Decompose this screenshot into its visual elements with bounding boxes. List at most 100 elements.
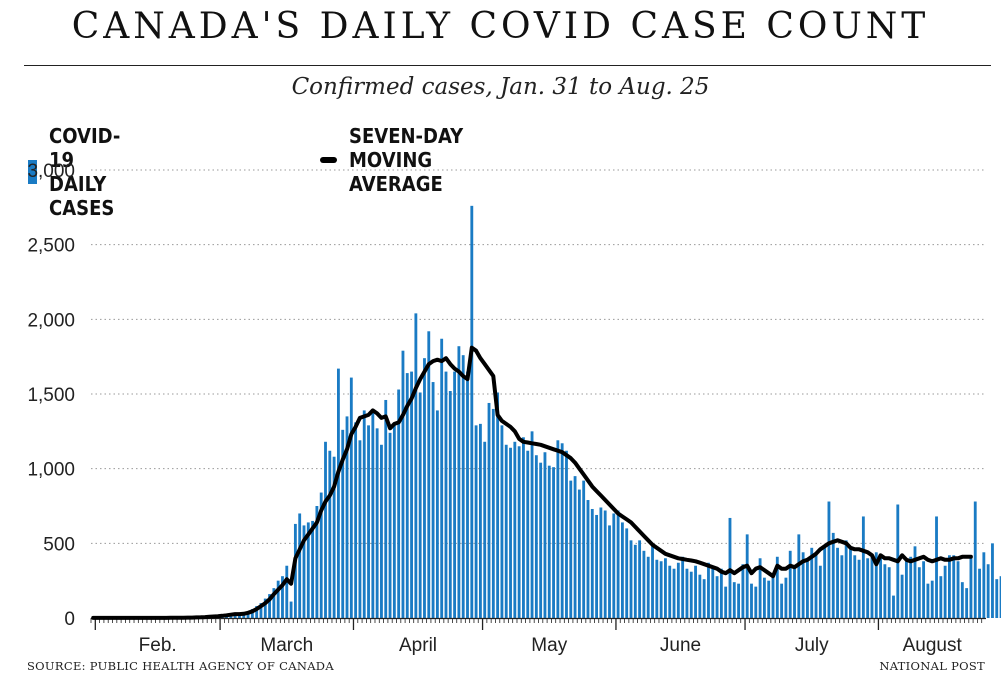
bar	[948, 555, 951, 618]
bar	[513, 441, 517, 618]
bar	[715, 576, 719, 618]
bar	[466, 371, 469, 618]
bar	[694, 565, 697, 618]
bar	[995, 579, 999, 618]
bar	[620, 522, 624, 618]
bar	[414, 313, 418, 618]
bar	[745, 534, 749, 618]
bar	[818, 565, 822, 618]
bar	[659, 561, 663, 618]
bar	[672, 568, 676, 618]
bar	[991, 543, 994, 618]
bar	[879, 556, 882, 618]
bar	[762, 577, 766, 618]
bar	[642, 550, 646, 618]
bar	[943, 565, 947, 618]
bar	[461, 355, 465, 618]
bar	[874, 552, 878, 618]
bar	[702, 579, 706, 618]
bar	[565, 450, 568, 618]
bar	[255, 606, 259, 618]
bar	[362, 410, 366, 618]
bar	[629, 540, 633, 618]
chart-subtitle: Confirmed cases, Jan. 31 to Aug. 25	[291, 74, 710, 100]
bar	[345, 416, 349, 618]
y-tick-label: 1,000	[27, 460, 75, 481]
bar	[935, 516, 938, 618]
bar	[453, 371, 457, 618]
y-tick-label: 2,500	[27, 236, 75, 257]
bar	[470, 205, 474, 618]
bar	[913, 546, 917, 618]
y-tick-label: 500	[43, 534, 75, 555]
bar	[259, 603, 263, 618]
bar	[427, 331, 431, 618]
bar	[926, 583, 930, 618]
bar	[440, 338, 444, 618]
bar	[676, 562, 680, 618]
bar	[487, 402, 491, 618]
bar	[784, 577, 788, 618]
bar	[483, 441, 487, 618]
bar	[780, 583, 784, 618]
bar	[569, 480, 573, 618]
bar	[793, 568, 796, 618]
bar	[754, 586, 758, 618]
bar	[517, 446, 521, 618]
bar	[504, 444, 508, 618]
bar	[547, 465, 551, 618]
bar	[354, 422, 358, 618]
moving-average-line	[91, 345, 973, 620]
x-month-label: May	[531, 635, 567, 656]
bar	[719, 568, 723, 618]
bar	[758, 558, 762, 618]
bar	[930, 580, 934, 618]
bar	[861, 516, 865, 618]
bar	[263, 598, 267, 618]
legend-label-daily-cases: COVID-19 DAILY CASES	[48, 124, 121, 220]
bar	[552, 467, 555, 618]
bar	[668, 565, 672, 618]
bar	[367, 425, 370, 618]
bar	[474, 425, 478, 618]
bar	[522, 437, 525, 618]
bar	[857, 559, 861, 618]
bar	[388, 432, 392, 618]
bar	[272, 588, 276, 618]
bar	[638, 540, 642, 618]
bar	[319, 492, 323, 618]
bar	[887, 567, 891, 618]
bar	[431, 382, 435, 618]
bar	[276, 580, 280, 618]
y-tick-label: 0	[64, 609, 75, 630]
bar	[870, 555, 874, 618]
x-month-label: June	[660, 635, 701, 656]
bar	[582, 480, 586, 618]
bar	[750, 583, 753, 618]
bar	[509, 447, 512, 618]
bar	[836, 547, 839, 618]
y-tick-label: 2,000	[27, 310, 75, 331]
bar	[526, 450, 530, 618]
publisher-credit: NATIONAL POST	[879, 659, 985, 673]
bar	[397, 389, 401, 618]
bar	[448, 391, 452, 618]
bar	[711, 568, 715, 618]
bar	[293, 523, 297, 618]
bar	[595, 514, 599, 618]
bar	[737, 583, 741, 618]
bar	[612, 513, 616, 618]
bar	[268, 594, 271, 618]
bar	[616, 510, 620, 618]
bar	[577, 489, 581, 618]
bar	[767, 580, 771, 618]
x-month-label: Feb.	[139, 635, 177, 656]
y-tick-label: 3,000	[27, 161, 75, 182]
bar	[599, 507, 603, 618]
bar	[741, 564, 745, 618]
x-month-label: August	[903, 635, 963, 656]
bar	[771, 573, 775, 618]
bar	[806, 561, 809, 618]
bar	[965, 588, 969, 618]
bar	[543, 452, 547, 618]
